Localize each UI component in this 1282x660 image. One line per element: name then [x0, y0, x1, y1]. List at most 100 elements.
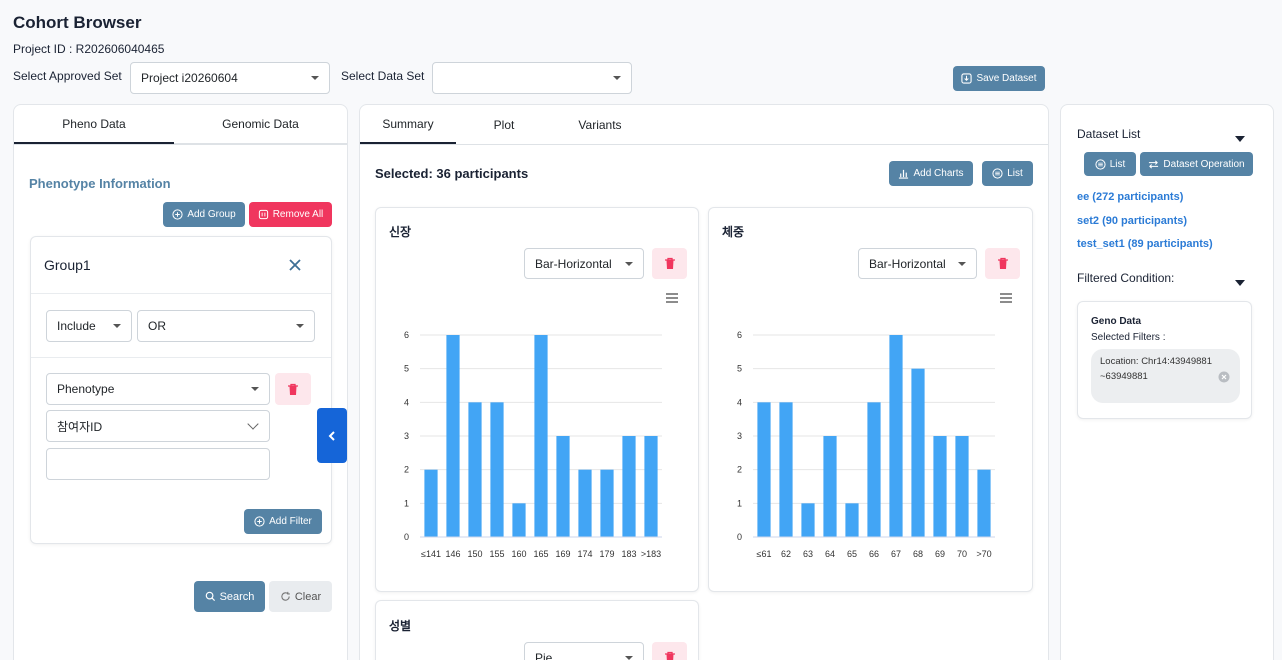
x-tick-label: 68 — [913, 549, 923, 559]
x-tick-label: 160 — [511, 549, 526, 559]
save-dataset-button[interactable]: Save Dataset — [953, 66, 1045, 91]
y-tick-label: 4 — [404, 397, 409, 407]
bar — [801, 503, 815, 537]
menu-icon[interactable] — [999, 291, 1013, 303]
delete-chart-button[interactable] — [652, 248, 687, 279]
caret-down-icon — [625, 261, 633, 266]
trash-icon — [664, 651, 675, 660]
chart-type-select[interactable]: Pie — [524, 642, 644, 660]
dataset-operation-button[interactable]: Dataset Operation — [1140, 152, 1253, 176]
selected-filters-label: Selected Filters : — [1091, 332, 1166, 343]
x-tick-label: 69 — [935, 549, 945, 559]
delete-filter-button[interactable] — [275, 373, 311, 405]
x-tick-label: 65 — [847, 549, 857, 559]
x-tick-label: ≤61 — [757, 549, 772, 559]
filtered-condition-title: Filtered Condition: — [1077, 271, 1175, 285]
y-tick-label: 2 — [404, 465, 409, 475]
menu-icon[interactable] — [665, 291, 679, 303]
filter-type-select[interactable]: Phenotype — [46, 373, 270, 405]
approved-set-label: Select Approved Set — [13, 69, 122, 83]
remove-chip-icon[interactable] — [1218, 370, 1230, 383]
caret-down-icon — [251, 387, 259, 391]
bar — [779, 402, 793, 537]
x-tick-label: 64 — [825, 549, 835, 559]
dataset-link[interactable]: set2 (90 participants) — [1077, 215, 1188, 227]
dataset-list-button[interactable]: List — [1084, 152, 1136, 176]
delete-chart-button[interactable] — [985, 248, 1020, 279]
chart-type-select[interactable]: Bar-Horizontal — [858, 248, 977, 279]
bar — [534, 335, 548, 537]
include-select[interactable]: Include — [46, 310, 132, 342]
height-bar-chart: 0 1 2 3 4 5 6 ≤141 146 150 155 160 165 169 174 179 183 >1… — [404, 330, 662, 559]
remove-all-button[interactable]: Remove All — [249, 202, 332, 227]
caret-down-icon[interactable] — [1234, 274, 1246, 286]
list-icon — [992, 168, 1003, 179]
y-tick-label: 1 — [404, 498, 409, 508]
filter-field-select[interactable]: 참여자ID — [46, 410, 270, 442]
dataset-link[interactable]: ee (272 participants) — [1077, 191, 1184, 203]
clear-label: Clear — [294, 590, 322, 603]
clear-button[interactable]: Clear — [269, 581, 332, 612]
group-title: Group1 — [44, 257, 91, 273]
selected-count: Selected: 36 participants — [375, 166, 529, 181]
list-label: List — [1007, 168, 1023, 179]
caret-down-icon — [958, 261, 966, 266]
tab-variants[interactable]: Variants — [578, 117, 622, 132]
tab-pheno-data[interactable]: Pheno Data — [14, 105, 174, 144]
tab-genomic-data[interactable]: Genomic Data — [174, 105, 347, 144]
x-tick-label: 150 — [467, 549, 482, 559]
x-tick-label: >183 — [641, 549, 661, 559]
x-tick-label: 183 — [621, 549, 636, 559]
dataset-operation-label: Dataset Operation — [1163, 158, 1245, 170]
add-group-button[interactable]: Add Group — [163, 202, 245, 227]
data-set-label: Select Data Set — [341, 69, 425, 83]
bar — [911, 368, 925, 537]
search-button[interactable]: Search — [194, 581, 265, 612]
y-tick-label: 3 — [737, 431, 742, 441]
bar — [977, 469, 991, 537]
caret-down-icon — [113, 324, 121, 328]
y-tick-label: 0 — [404, 532, 409, 542]
bar — [490, 402, 504, 537]
x-tick-label: 165 — [533, 549, 548, 559]
chart-title: 신장 — [389, 225, 412, 239]
dataset-link[interactable]: test_set1 (89 participants) — [1077, 238, 1213, 250]
save-icon — [961, 73, 973, 84]
bar — [955, 436, 969, 537]
list-button[interactable]: List — [982, 161, 1033, 186]
remove-all-label: Remove All — [272, 209, 324, 220]
tab-summary[interactable]: Summary — [360, 105, 456, 144]
x-tick-label: >70 — [976, 549, 991, 559]
y-tick-label: 0 — [737, 532, 742, 542]
add-charts-label: Add Charts — [913, 168, 964, 179]
add-charts-button[interactable]: Add Charts — [889, 161, 973, 186]
y-tick-label: 6 — [404, 330, 409, 340]
y-tick-label: 1 — [737, 498, 742, 508]
caret-down-icon[interactable] — [1234, 130, 1246, 142]
tab-plot[interactable]: Plot — [493, 117, 515, 132]
close-icon[interactable] — [286, 256, 304, 274]
save-dataset-label: Save Dataset — [976, 73, 1037, 84]
bar — [823, 436, 837, 537]
bar — [578, 469, 592, 537]
x-tick-label: 174 — [577, 549, 592, 559]
filter-value-input[interactable] — [46, 448, 270, 480]
collapse-left-button[interactable] — [317, 408, 347, 463]
trash-icon — [288, 383, 298, 395]
operator-select[interactable]: OR — [137, 310, 315, 342]
chart-type-value: Bar-Horizontal — [535, 256, 612, 271]
delete-chart-button[interactable] — [652, 642, 687, 660]
bar — [424, 469, 438, 537]
dataset-list-title: Dataset List — [1077, 127, 1141, 141]
bar — [468, 402, 482, 537]
bar — [446, 335, 460, 537]
add-filter-button[interactable]: Add Filter — [244, 509, 322, 534]
bar — [933, 436, 947, 537]
chart-type-select[interactable]: Bar-Horizontal — [524, 248, 644, 279]
chart-title: 체중 — [722, 225, 745, 239]
approved-set-select[interactable]: Project i20260604 — [130, 62, 330, 94]
swap-icon — [1149, 159, 1159, 169]
data-set-select[interactable] — [432, 62, 632, 94]
weight-bar-chart: 0 1 2 3 4 5 6 ≤61 62 63 64 65 66 67 68 69 70 >70 — [737, 330, 995, 559]
bar — [600, 469, 614, 537]
